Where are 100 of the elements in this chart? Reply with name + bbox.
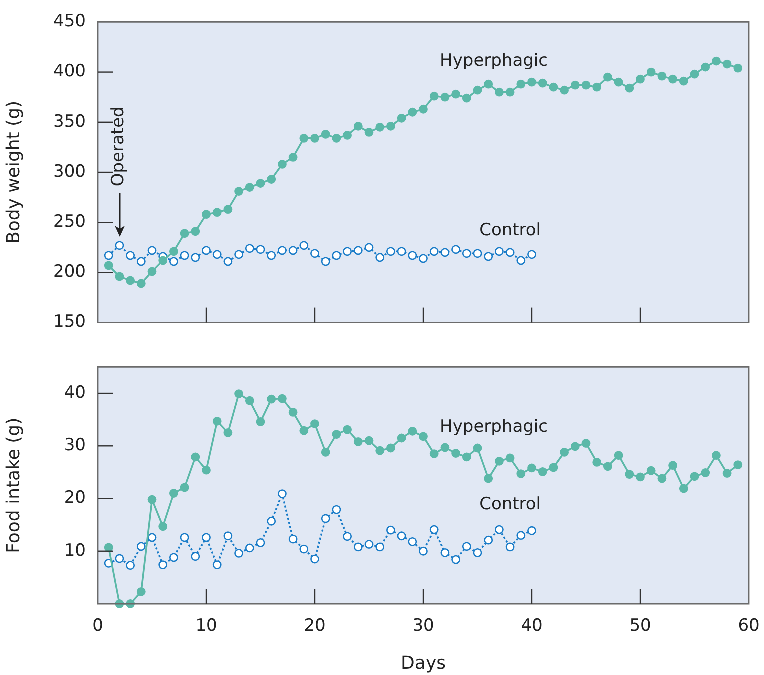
point: [440, 548, 450, 558]
point: [234, 549, 244, 558]
point: [376, 253, 385, 262]
point: [148, 267, 157, 276]
series-label: Hyperphagic: [440, 417, 548, 438]
point: [419, 104, 428, 114]
point: [278, 160, 287, 169]
point: [419, 432, 428, 442]
point: [104, 543, 114, 552]
point: [136, 542, 146, 552]
point: [278, 394, 287, 404]
point: [462, 542, 472, 552]
point: [582, 439, 591, 448]
y-tick-label: 300: [54, 162, 86, 182]
series-label: Control: [480, 494, 542, 515]
point: [115, 272, 124, 282]
point: [180, 533, 190, 542]
point: [354, 542, 363, 552]
point: [386, 526, 396, 535]
point: [288, 408, 298, 417]
point: [104, 261, 114, 270]
point: [506, 542, 515, 552]
point: [343, 247, 352, 256]
point: [506, 88, 515, 97]
point: [549, 463, 558, 472]
point: [310, 134, 320, 143]
point: [690, 472, 700, 482]
point: [354, 437, 363, 446]
x-axis-title: Days: [401, 652, 446, 674]
point: [452, 449, 460, 458]
point: [560, 448, 569, 457]
point: [679, 76, 688, 86]
point: [288, 246, 298, 256]
point: [604, 72, 612, 82]
point: [516, 470, 526, 478]
point: [473, 444, 482, 453]
point: [343, 425, 352, 434]
point: [386, 247, 396, 256]
y-tick-label: 400: [54, 62, 86, 82]
y-tick-label: 20: [64, 488, 86, 508]
point: [245, 183, 254, 192]
point: [430, 92, 439, 101]
point: [191, 552, 200, 562]
point: [212, 208, 222, 218]
point: [364, 540, 374, 549]
point: [452, 245, 460, 254]
point: [473, 249, 482, 258]
x-tick-label: 60: [738, 616, 760, 636]
point: [300, 426, 309, 436]
point: [191, 227, 200, 236]
point: [408, 426, 418, 436]
point: [538, 78, 548, 88]
point: [170, 257, 178, 266]
point: [126, 276, 135, 286]
point: [679, 484, 688, 494]
annotation: Operated: [108, 106, 129, 187]
point: [202, 533, 211, 542]
point: [321, 130, 330, 139]
point: [734, 460, 743, 470]
point: [712, 451, 721, 460]
point: [625, 84, 634, 93]
point: [528, 78, 536, 87]
point: [462, 249, 472, 258]
point: [180, 483, 190, 492]
point: [376, 446, 385, 456]
point: [582, 80, 591, 90]
point: [397, 532, 406, 541]
point: [202, 466, 211, 475]
point: [354, 246, 363, 256]
point: [170, 489, 178, 498]
x-tick-label: 0: [92, 616, 104, 636]
point: [267, 251, 276, 260]
point: [224, 428, 233, 438]
point: [321, 514, 330, 524]
y-tick-label: 350: [54, 112, 86, 132]
point: [256, 179, 266, 188]
point: [646, 68, 656, 77]
point: [658, 474, 667, 484]
point: [516, 256, 526, 266]
x-tick-label: 10: [196, 616, 218, 636]
point: [386, 122, 396, 131]
point: [170, 553, 178, 562]
point: [170, 247, 178, 256]
point: [484, 536, 494, 545]
point: [332, 505, 342, 514]
x-tick-label: 20: [304, 616, 326, 636]
y-axis-title: Body weight (g): [3, 100, 24, 244]
point: [354, 122, 363, 131]
point: [408, 537, 418, 546]
point: [397, 114, 406, 123]
point: [126, 561, 135, 570]
point: [495, 247, 504, 256]
point: [224, 257, 233, 266]
point: [506, 248, 515, 258]
point: [473, 86, 482, 95]
point: [158, 560, 168, 570]
point: [440, 92, 450, 102]
point: [690, 70, 700, 79]
point: [452, 90, 460, 99]
point: [126, 251, 135, 260]
